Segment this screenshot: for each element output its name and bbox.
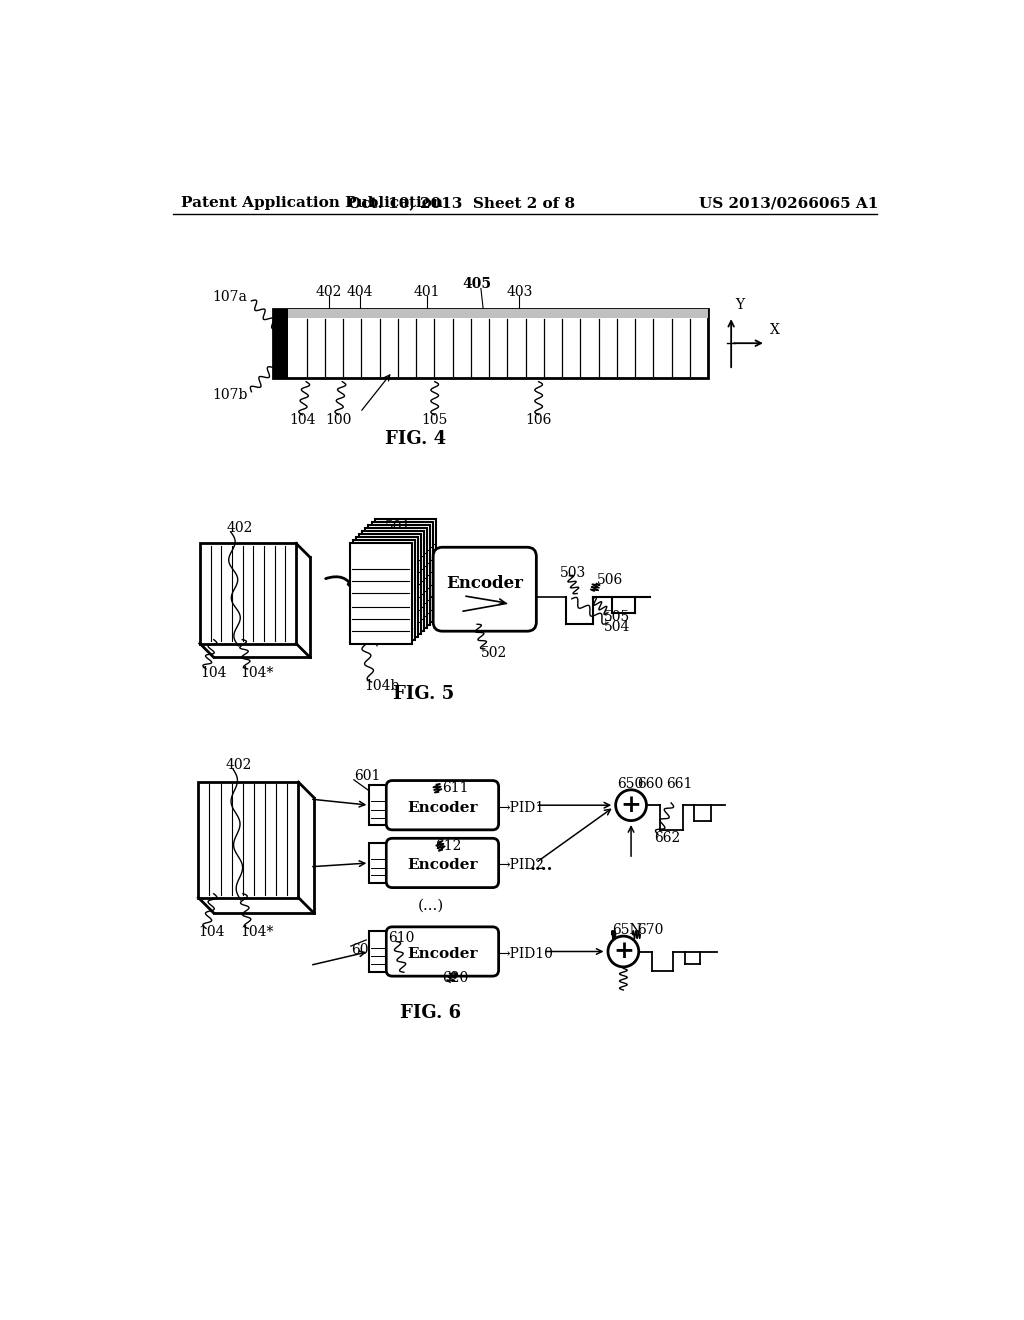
Text: 65N: 65N [611, 923, 641, 937]
Bar [273, 309, 289, 345]
Bar [370, 785, 386, 825]
Text: 660: 660 [637, 776, 664, 791]
Text: 405: 405 [463, 277, 492, 290]
Circle shape [615, 789, 646, 821]
Bar [372, 521, 433, 622]
Text: FIG. 5: FIG. 5 [392, 685, 454, 702]
Text: 501: 501 [385, 520, 411, 535]
Bar [273, 345, 289, 378]
Text: 662: 662 [654, 830, 680, 845]
Text: 503: 503 [559, 566, 586, 579]
Bar [353, 540, 415, 640]
FancyBboxPatch shape [386, 838, 499, 887]
Bar [356, 537, 418, 638]
Text: 502: 502 [481, 645, 507, 660]
Text: 104: 104 [199, 925, 225, 940]
Text: 401: 401 [414, 285, 440, 298]
Text: 611: 611 [442, 781, 469, 795]
Text: 104*: 104* [241, 925, 274, 940]
Text: 402: 402 [316, 285, 342, 298]
Text: (...): (...) [418, 899, 444, 912]
Text: 602: 602 [351, 942, 377, 957]
Text: FIG. 4: FIG. 4 [385, 430, 446, 449]
Bar [289, 309, 708, 318]
Text: +: + [613, 940, 634, 964]
Text: 612: 612 [435, 840, 461, 853]
Text: →PID2: →PID2 [499, 858, 545, 873]
Text: 106: 106 [525, 413, 552, 428]
Text: Encoder: Encoder [408, 858, 477, 873]
FancyBboxPatch shape [386, 780, 499, 830]
Text: 505: 505 [604, 610, 631, 623]
Text: US 2013/0266065 A1: US 2013/0266065 A1 [699, 197, 879, 210]
FancyBboxPatch shape [386, 927, 499, 977]
Bar [359, 535, 421, 635]
Text: 504: 504 [604, 619, 631, 634]
Text: 104*: 104* [240, 665, 273, 680]
Text: 620: 620 [442, 972, 469, 986]
Text: 403: 403 [506, 285, 532, 298]
Text: 104: 104 [200, 665, 226, 680]
Text: 107b: 107b [212, 388, 248, 401]
Text: →PID10: →PID10 [499, 946, 554, 961]
Text: FIG. 6: FIG. 6 [400, 1005, 462, 1022]
Text: +: + [621, 793, 641, 817]
Text: 402: 402 [225, 758, 252, 772]
Circle shape [608, 936, 639, 966]
Bar [199, 781, 298, 898]
Text: Oct. 10, 2013  Sheet 2 of 8: Oct. 10, 2013 Sheet 2 of 8 [348, 197, 575, 210]
Bar [366, 528, 427, 628]
Text: →PID1: →PID1 [499, 800, 545, 814]
Bar [273, 309, 708, 378]
Bar [375, 519, 436, 619]
Bar [370, 932, 386, 972]
Bar [362, 531, 424, 631]
FancyBboxPatch shape [433, 548, 537, 631]
Text: 661: 661 [666, 776, 692, 791]
Text: 107a: 107a [213, 290, 248, 304]
Bar [369, 525, 430, 626]
Text: X: X [770, 323, 779, 337]
Text: 404: 404 [347, 285, 374, 298]
Bar [350, 544, 412, 644]
Text: Encoder: Encoder [408, 800, 477, 814]
Text: 104: 104 [289, 413, 315, 428]
Text: Y: Y [735, 298, 744, 313]
Bar [370, 843, 386, 883]
Text: 100: 100 [326, 413, 351, 428]
Text: 610: 610 [388, 931, 415, 945]
Text: 670: 670 [637, 923, 664, 937]
Text: Patent Application Publication: Patent Application Publication [180, 197, 442, 210]
Text: ....: .... [529, 857, 553, 874]
Text: 601: 601 [354, 770, 380, 783]
Text: 402: 402 [226, 521, 253, 535]
Text: 104b: 104b [364, 678, 399, 693]
Text: Encoder: Encoder [408, 946, 477, 961]
Text: 650: 650 [617, 776, 643, 791]
Text: 506: 506 [596, 573, 623, 587]
Text: 105: 105 [422, 413, 447, 428]
Text: Encoder: Encoder [446, 576, 523, 591]
Bar [200, 544, 296, 644]
